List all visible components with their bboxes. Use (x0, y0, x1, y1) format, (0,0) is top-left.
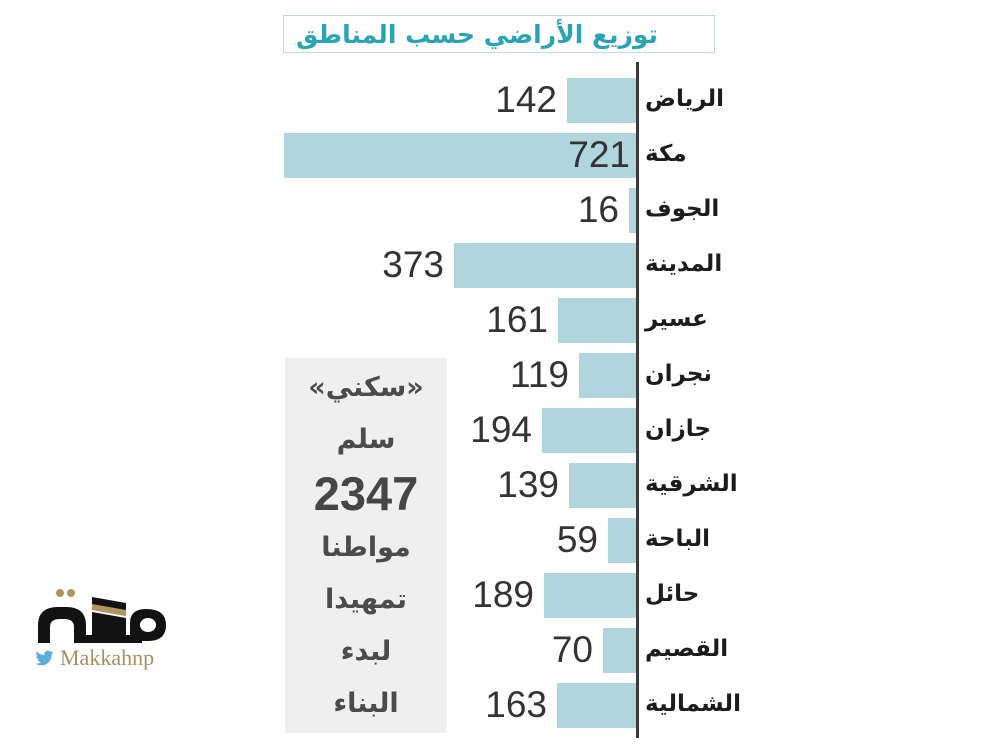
bar-category-label: عسير (645, 306, 708, 332)
bar-value-label: 142 (495, 79, 557, 120)
bar (454, 243, 637, 288)
chart-row: 142 الرياض (0, 71, 1000, 126)
chart-row: 194 جازان (0, 401, 1000, 456)
bar-value-label: 59 (556, 519, 598, 560)
bar-category-label: جازان (645, 416, 711, 442)
chart-row: 161 عسير (0, 291, 1000, 346)
summary-line: سلم (336, 423, 396, 455)
bar-value-label: 16 (577, 189, 619, 230)
bar-value-label: 189 (472, 574, 534, 615)
bar-category-label: الجوف (645, 196, 720, 222)
summary-line: مواطنا (321, 531, 411, 563)
bar-category-label: حائل (645, 581, 700, 607)
bar-value-label: 194 (470, 409, 532, 450)
twitter-row: Makkahnp (34, 645, 154, 671)
chart-row: 16 الجوف (0, 181, 1000, 236)
bar-category-label: الشرقية (645, 471, 738, 497)
chart-title: توزيع الأراضي حسب المناطق (296, 19, 658, 49)
chart-row: 373 المدينة (0, 236, 1000, 291)
twitter-bird-icon (35, 650, 54, 666)
chart-row: 139 الشرقية (0, 456, 1000, 511)
summary-line: البناء (333, 687, 399, 719)
bar-value-label: 163 (485, 684, 547, 725)
chart-row: 70 القصيم (0, 621, 1000, 676)
bar (284, 133, 637, 178)
chart-row: 189 حائل (0, 566, 1000, 621)
twitter-handle: Makkahnp (60, 645, 155, 670)
bar-value-label: 373 (382, 244, 444, 285)
bar-value-label: 721 (568, 134, 630, 175)
bar-category-label: مكة (645, 141, 687, 167)
bar (558, 298, 637, 343)
makkah-kaaba-logo-icon (38, 589, 166, 643)
bar-value-label: 119 (510, 354, 569, 395)
chart-row: 119 نجران (0, 346, 1000, 401)
chart-axis-line (636, 62, 639, 738)
bar (544, 573, 637, 618)
bar-category-label: المدينة (645, 251, 723, 277)
chart-row: 163 الشمالية (0, 676, 1000, 731)
chart-row: 59 الباحة (0, 511, 1000, 566)
bar (608, 518, 637, 563)
bar (542, 408, 637, 453)
summary-line: «سكني» (308, 371, 424, 403)
bar-value-label: 139 (497, 464, 559, 505)
chart-title-box: توزيع الأراضي حسب المناطق (283, 15, 715, 53)
summary-number: 2347 (313, 466, 419, 520)
bar-category-label: الرياض (645, 86, 725, 112)
bar (579, 353, 637, 398)
bar-category-label: نجران (645, 361, 713, 387)
brand-block: Makkahnp (30, 585, 180, 675)
bar (629, 188, 637, 233)
bar-category-label: القصيم (645, 636, 729, 662)
bar (557, 683, 637, 728)
bar-value-label: 161 (486, 299, 548, 340)
bar-chart: 142 الرياض 721 مكة 16 الجوف 373 المدينة 161 عسير 1… (0, 71, 1000, 731)
bar (603, 628, 637, 673)
bar-category-label: الشمالية (645, 691, 741, 717)
summary-line: تمهيدا (325, 583, 407, 615)
bar (569, 463, 637, 508)
summary-box: «سكني» سلم 2347 مواطنا تمهيدا لبدء البناء (285, 358, 447, 733)
summary-line: لبدء (340, 635, 392, 667)
chart-row: 721 مكة (0, 126, 1000, 181)
bar-value-label: 70 (551, 629, 593, 670)
bar-category-label: الباحة (645, 526, 711, 552)
bar (567, 78, 637, 123)
